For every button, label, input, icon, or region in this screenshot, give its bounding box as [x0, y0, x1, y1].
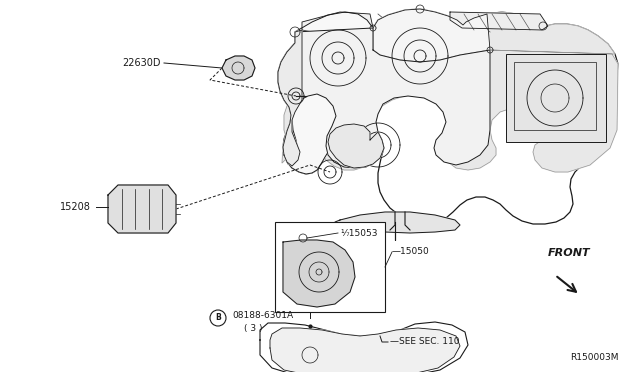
Polygon shape: [302, 12, 373, 35]
Polygon shape: [335, 212, 460, 233]
Text: B: B: [215, 314, 221, 323]
Polygon shape: [328, 124, 384, 168]
Polygon shape: [222, 56, 255, 80]
Polygon shape: [278, 9, 618, 172]
Text: ⅐15053: ⅐15053: [340, 228, 378, 237]
Bar: [514, 62, 596, 130]
Text: ( 3 ): ( 3 ): [244, 324, 262, 333]
Text: —SEE SEC. 110: —SEE SEC. 110: [390, 337, 460, 346]
Polygon shape: [373, 9, 490, 62]
Polygon shape: [278, 12, 373, 174]
Polygon shape: [278, 9, 618, 224]
Polygon shape: [108, 185, 176, 233]
Polygon shape: [270, 328, 460, 372]
Text: —15050: —15050: [392, 247, 429, 257]
Polygon shape: [278, 28, 490, 168]
Text: FRONT: FRONT: [548, 248, 591, 258]
Polygon shape: [278, 30, 302, 166]
Text: R150003M: R150003M: [570, 353, 618, 362]
Bar: [506, 54, 606, 142]
Text: 22630D: 22630D: [122, 58, 161, 68]
Text: 08188-6301A: 08188-6301A: [232, 311, 293, 320]
Polygon shape: [450, 12, 548, 30]
Bar: [275, 222, 385, 312]
Text: 15208: 15208: [60, 202, 91, 212]
Polygon shape: [283, 240, 355, 307]
Polygon shape: [260, 322, 468, 372]
